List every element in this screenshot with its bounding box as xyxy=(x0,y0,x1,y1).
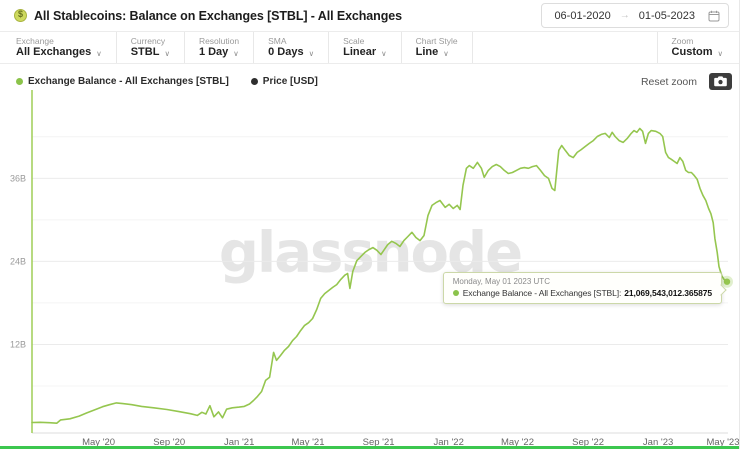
chart-style-value: Line xyxy=(415,46,439,58)
chevron-down-icon: ∨ xyxy=(164,49,170,58)
stablecoin-asset-icon xyxy=(14,9,27,22)
currency-label: Currency xyxy=(130,36,166,46)
chart-toolbar: Exchange All Exchanges ∨ Currency STBL ∨ R… xyxy=(0,32,739,64)
camera-icon xyxy=(714,76,727,87)
tooltip-row: Exchange Balance - All Exchanges [STBL]:… xyxy=(452,288,712,298)
resolution-label: Resolution xyxy=(198,36,240,46)
sma-label: SMA xyxy=(268,36,287,46)
exchange-label: Exchange xyxy=(16,36,54,46)
chevron-down-icon: ∨ xyxy=(443,49,449,58)
date-range-picker[interactable]: 06-01-2020 → 01-05-2023 xyxy=(541,3,729,28)
zoom-label: Zoom xyxy=(671,36,694,46)
bottom-accent-bar xyxy=(0,446,739,449)
chevron-down-icon: ∨ xyxy=(96,49,102,58)
screenshot-button[interactable] xyxy=(709,73,732,90)
svg-text:36B: 36B xyxy=(10,173,26,183)
chart-legend: Exchange Balance - All Exchanges [STBL] … xyxy=(16,76,318,87)
chart-actions: Reset zoom xyxy=(641,73,732,90)
svg-text:Sep '20: Sep '20 xyxy=(153,437,185,448)
sma-select[interactable]: SMA 0 Days ∨ xyxy=(254,32,330,63)
chart-panel: Exchange Balance - All Exchanges [STBL] … xyxy=(0,64,740,449)
svg-text:Sep '22: Sep '22 xyxy=(572,437,604,448)
series-dot-green xyxy=(16,78,23,85)
exchange-select[interactable]: Exchange All Exchanges ∨ xyxy=(0,32,117,63)
legend-label-balance: Exchange Balance - All Exchanges [STBL] xyxy=(28,76,229,87)
chevron-down-icon: ∨ xyxy=(308,49,315,58)
title-wrap: All Stablecoins: Balance on Exchanges [S… xyxy=(14,9,402,23)
date-to-value[interactable]: 01-05-2023 xyxy=(638,9,695,22)
reset-zoom-button[interactable]: Reset zoom xyxy=(640,75,697,88)
header: All Stablecoins: Balance on Exchanges [S… xyxy=(0,0,739,32)
svg-text:Sep '21: Sep '21 xyxy=(363,437,395,448)
chart-svg[interactable]: 12B 24B 36B May '20 Sep '20 Jan '21 May '21 Sep… xyxy=(0,64,740,449)
legend-label-price: Price [USD] xyxy=(262,76,318,87)
chart-style-select[interactable]: Chart Style Line ∨ xyxy=(402,32,473,63)
svg-text:May '21: May '21 xyxy=(292,437,325,448)
zoom-value: Custom xyxy=(671,46,713,58)
svg-text:12B: 12B xyxy=(10,340,26,350)
svg-text:May '22: May '22 xyxy=(501,437,534,448)
arrow-right-icon: → xyxy=(619,10,630,21)
exchange-value: All Exchanges xyxy=(16,46,92,58)
page-title: All Stablecoins: Balance on Exchanges [S… xyxy=(34,8,402,23)
tooltip-date: Monday, May 01 2023 UTC xyxy=(452,277,550,286)
svg-text:Jan '21: Jan '21 xyxy=(224,437,254,448)
panel-top-row: Exchange Balance - All Exchanges [STBL] … xyxy=(16,73,732,90)
resolution-value: 1 Day xyxy=(198,46,229,58)
chevron-down-icon: ∨ xyxy=(717,49,724,58)
tooltip-value: 21,069,543,012.365875 xyxy=(624,288,712,298)
currency-select[interactable]: Currency STBL ∨ xyxy=(117,32,185,63)
chart-tooltip: Monday, May 01 2023 UTC Exchange Balance… xyxy=(442,272,727,304)
legend-item-price[interactable]: Price [USD] xyxy=(250,76,318,87)
scale-value: Linear xyxy=(343,46,377,58)
date-from-value[interactable]: 06-01-2020 xyxy=(554,9,611,22)
zoom-select[interactable]: Zoom Custom ∨ xyxy=(656,32,739,63)
currency-value: STBL xyxy=(130,46,160,58)
scale-label: Scale xyxy=(343,36,365,46)
svg-text:Jan '23: Jan '23 xyxy=(643,437,673,448)
legend-item-balance[interactable]: Exchange Balance - All Exchanges [STBL] xyxy=(16,76,229,87)
chevron-down-icon: ∨ xyxy=(233,49,239,58)
chevron-down-icon: ∨ xyxy=(381,49,387,58)
svg-text:May '23: May '23 xyxy=(707,437,740,448)
resolution-select[interactable]: Resolution 1 Day ∨ xyxy=(185,32,255,63)
tooltip-series-label: Exchange Balance - All Exchanges [STBL]: xyxy=(462,288,622,298)
tooltip-series-dot xyxy=(452,290,459,296)
chart-style-label: Chart Style xyxy=(415,36,458,46)
scale-select[interactable]: Scale Linear ∨ xyxy=(329,32,402,63)
sma-value: 0 Days xyxy=(268,46,304,58)
svg-text:24B: 24B xyxy=(10,256,26,266)
svg-text:Jan '22: Jan '22 xyxy=(434,437,464,448)
svg-text:May '20: May '20 xyxy=(82,437,115,448)
calendar-icon[interactable] xyxy=(708,10,720,22)
series-dot-black xyxy=(250,78,258,85)
